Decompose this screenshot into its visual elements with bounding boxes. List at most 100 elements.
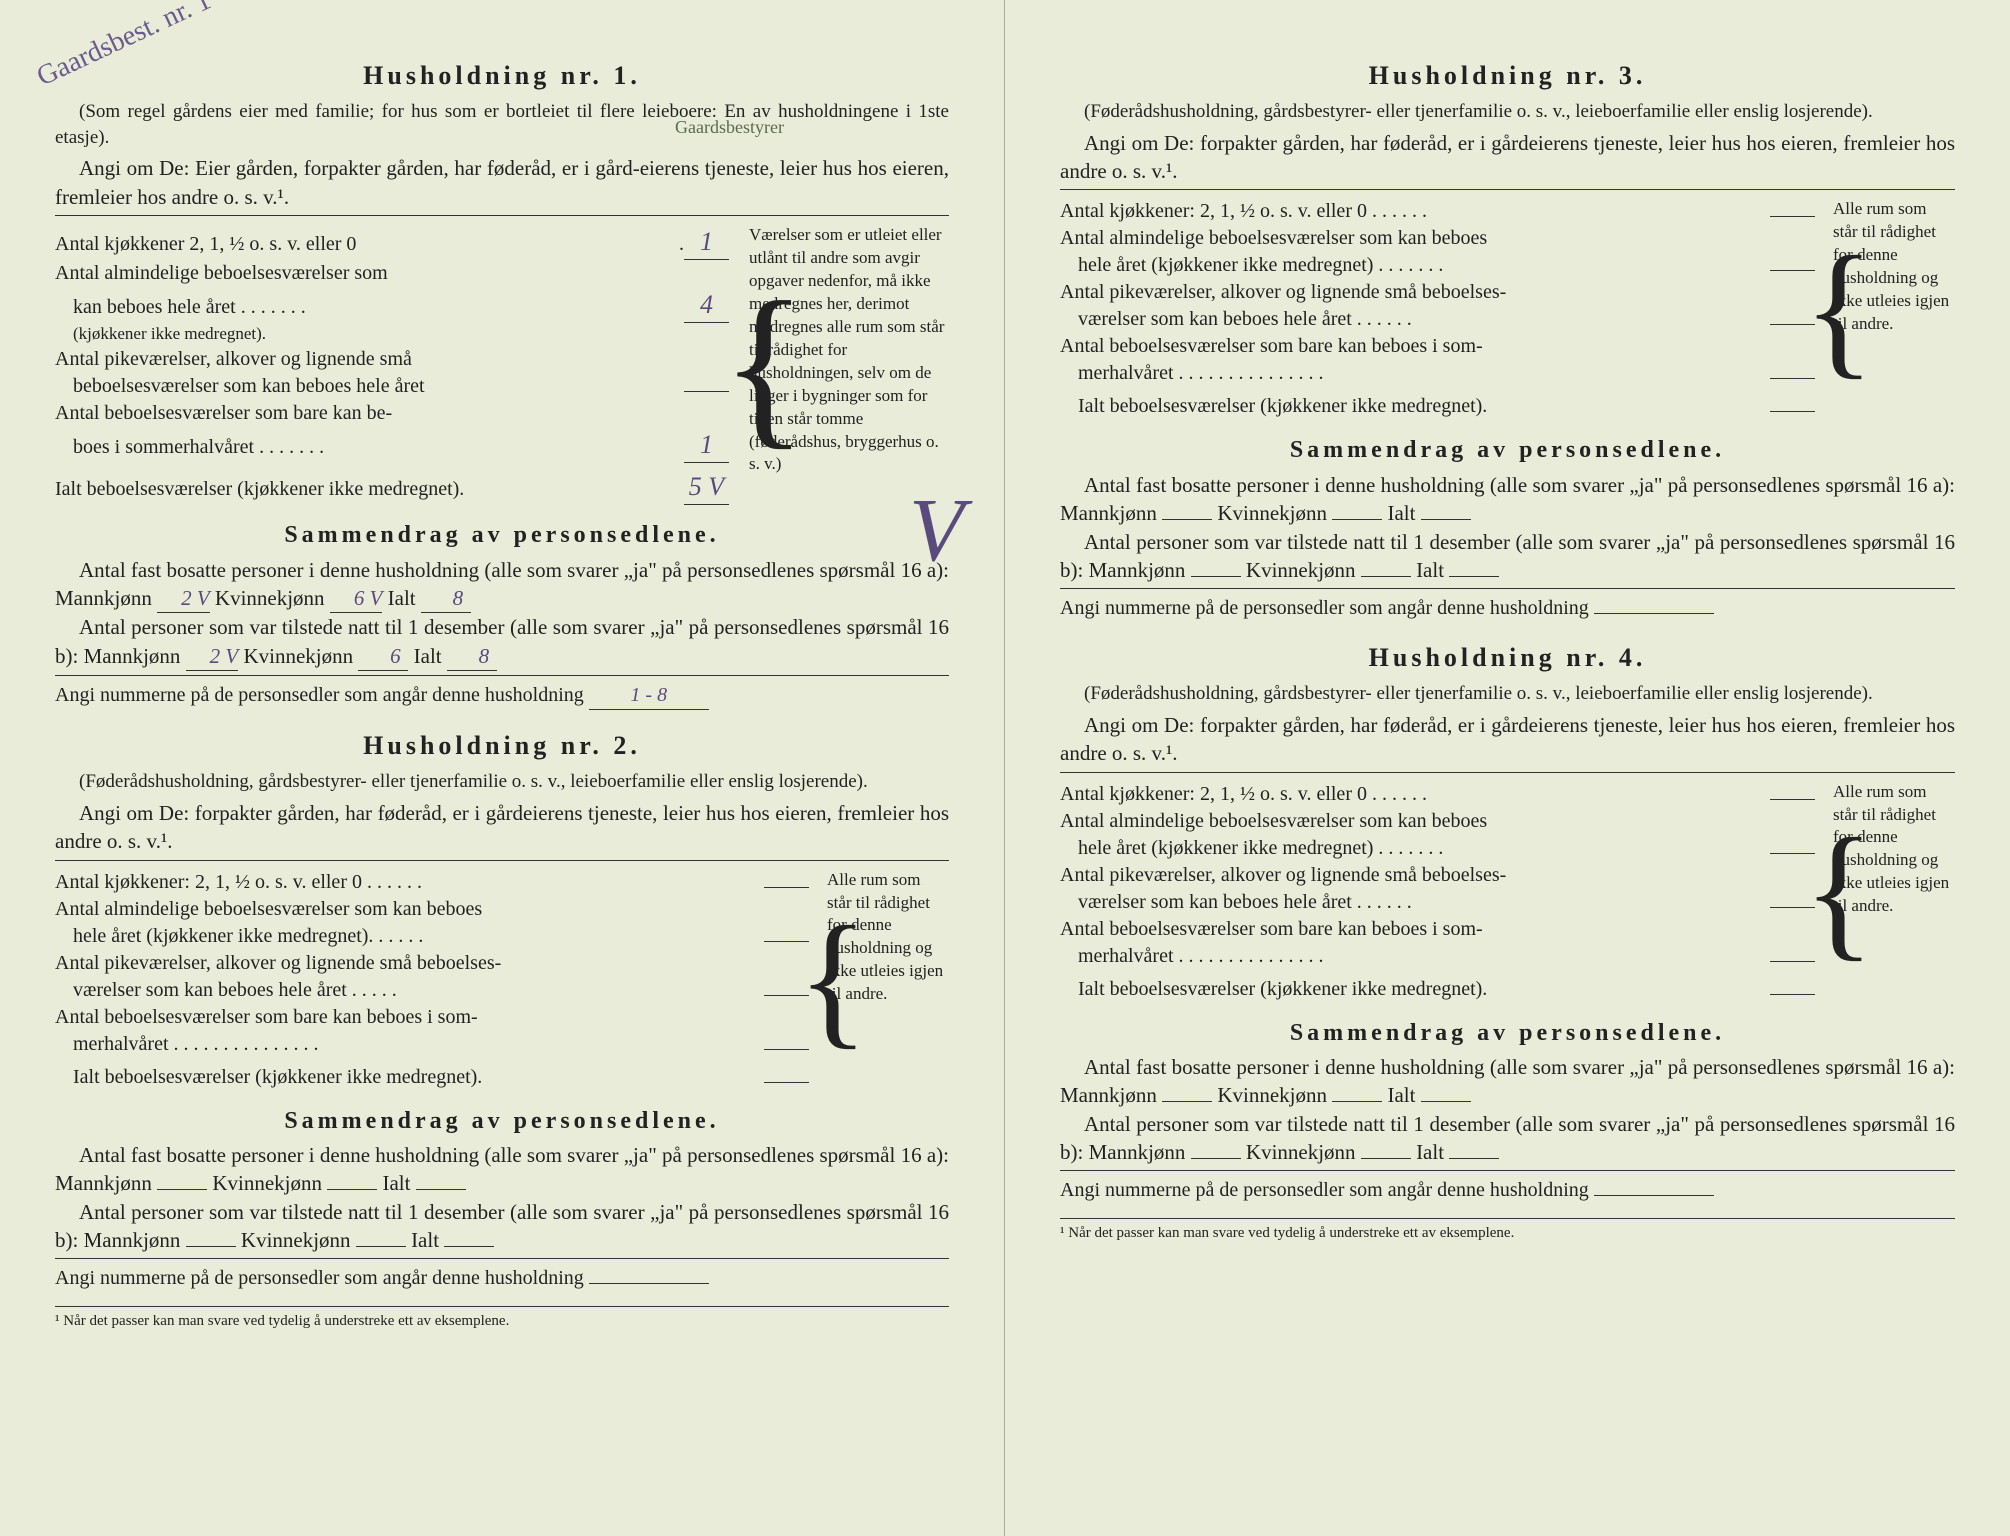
h1-ialt-label: Ialt beboelsesværelser (kjøkkener ikke m…: [55, 476, 684, 503]
h2-sommer-label2: merhalvåret: [73, 1033, 169, 1055]
h3-mann-a: [1162, 519, 1212, 520]
h1-ialt-label-a: Ialt: [388, 586, 416, 610]
h4-summary-line1: Antal fast bosatte personer i denne hush…: [1060, 1053, 1955, 1110]
h1-title: Husholdning nr. 1.: [55, 58, 949, 93]
h1-sommer-label2: boes i sommerhalvåret: [73, 436, 254, 458]
h2-angi-val: [589, 1283, 709, 1284]
h3-kvinne-b: [1361, 576, 1411, 577]
h2-kvinne-label: Kvinnekjønn: [212, 1171, 322, 1195]
h4-pike-label1: Antal pikeværelser, alkover og lignende …: [1060, 862, 1815, 889]
h1-ialt-a: 8: [421, 584, 471, 613]
h3-mann-b: [1191, 576, 1241, 577]
brace-icon: {: [1803, 781, 1817, 1003]
h1-summary-line2: Antal personer som var tilstede natt til…: [55, 613, 949, 671]
h2-rooms: Antal kjøkkener: 2, 1, ½ o. s. v. eller …: [55, 869, 949, 1091]
h3-alm-label2: hele året (kjøkkener ikke medregnet): [1078, 254, 1373, 276]
divider: [1060, 1170, 1955, 1171]
h1-ialt-b: 8: [447, 642, 497, 671]
h4-kvinne-label: Kvinnekjønn: [1217, 1083, 1327, 1107]
h3-rooms: Antal kjøkkener: 2, 1, ½ o. s. v. eller …: [1060, 198, 1955, 420]
h2-ialt-label: Ialt beboelsesværelser (kjøkkener ikke m…: [55, 1064, 764, 1091]
h4-angi-val: [1594, 1195, 1714, 1196]
h1-pike-label2: beboelsesværelser som kan beboes hele år…: [55, 373, 684, 400]
h1-summary-line1: Antal fast bosatte personer i denne hush…: [55, 556, 949, 614]
h4-pike-label2: værelser som kan beboes hele året: [1078, 891, 1352, 913]
h3-rooms-right: { Alle rum som står til rådighet for den…: [1815, 198, 1955, 420]
h3-ialt-b: [1449, 576, 1499, 577]
h4-title: Husholdning nr. 4.: [1060, 640, 1955, 675]
h2-mann-a: [157, 1189, 207, 1190]
h2-summary-title: Sammendrag av personsedlene.: [55, 1105, 949, 1137]
brace-icon: {: [1803, 198, 1817, 420]
h4-kvinne-label-b: Kvinnekjønn: [1246, 1140, 1356, 1164]
h3-ialt-label: Ialt beboelsesværelser (kjøkkener ikke m…: [1060, 393, 1770, 420]
h3-summary-title: Sammendrag av personsedlene.: [1060, 434, 1955, 466]
h2-angi-nums: Angi nummerne på de personsedler som ang…: [55, 1265, 949, 1292]
h3-angi-nums: Angi nummerne på de personsedler som ang…: [1060, 595, 1955, 622]
h2-sum-text1: Antal fast bosatte personer i denne hush…: [55, 1143, 949, 1195]
h1-kvinne-b: 6: [358, 642, 408, 671]
h4-ialt-label: Ialt beboelsesværelser (kjøkkener ikke m…: [1060, 976, 1770, 1003]
h4-angi-label: Angi nummerne på de personsedler som ang…: [1060, 1179, 1589, 1201]
h1-kvinne-label: Kvinnekjønn: [215, 586, 325, 610]
h4-summary-line2: Antal personer som var tilstede natt til…: [1060, 1110, 1955, 1167]
h3-summary-line2: Antal personer som var tilstede natt til…: [1060, 528, 1955, 585]
h3-kjokken-label: Antal kjøkkener: 2, 1, ½ o. s. v. eller …: [1060, 200, 1367, 222]
h1-alm-label2: kan beboes hele året: [73, 296, 236, 318]
h1-rooms: Antal kjøkkener 2, 1, ½ o. s. v. eller 0…: [55, 224, 949, 505]
h3-summary-line1: Antal fast bosatte personer i denne hush…: [1060, 471, 1955, 528]
h2-ialt-label-b: Ialt: [411, 1228, 439, 1252]
h3-angi-val: [1594, 613, 1714, 614]
h1-sommer-label1: Antal beboelsesværelser som bare kan be-: [55, 400, 729, 427]
h4-mann-b: [1191, 1158, 1241, 1159]
h2-pike-label1: Antal pikeværelser, alkover og lignende …: [55, 950, 809, 977]
h4-ialt-a: [1421, 1101, 1471, 1102]
h2-angi: Angi om De: forpakter gården, har føderå…: [55, 799, 949, 856]
h3-kvinne-label: Kvinnekjønn: [1217, 501, 1327, 525]
h3-ialt-label-a: Ialt: [1387, 501, 1415, 525]
h1-intro: (Som regel gårdens eier med familie; for…: [55, 99, 949, 150]
h4-sum-text1: Antal fast bosatte personer i denne hush…: [1060, 1055, 1955, 1107]
h4-sommer-label1: Antal beboelsesværelser som bare kan beb…: [1060, 916, 1815, 943]
footnote-right: ¹ Når det passer kan man svare ved tydel…: [1060, 1218, 1955, 1243]
h1-rooms-left: Antal kjøkkener 2, 1, ½ o. s. v. eller 0…: [55, 224, 729, 505]
h2-kvinne-label-b: Kvinnekjønn: [241, 1228, 351, 1252]
h2-ialt-b: [444, 1246, 494, 1247]
h4-mann-a: [1162, 1101, 1212, 1102]
h3-ialt-label-b: Ialt: [1416, 558, 1444, 582]
h3-ialt-a: [1421, 519, 1471, 520]
h3-sommer-label2: merhalvåret: [1078, 362, 1174, 384]
h1-kjokken-label: Antal kjøkkener 2, 1, ½ o. s. v. eller 0: [55, 231, 679, 258]
h4-ialt-label-b: Ialt: [1416, 1140, 1444, 1164]
h2-sommer-label1: Antal beboelsesværelser som bare kan beb…: [55, 1004, 809, 1031]
h2-ialt-a: [416, 1189, 466, 1190]
h3-kvinne-a: [1332, 519, 1382, 520]
h4-rooms-left: Antal kjøkkener: 2, 1, ½ o. s. v. eller …: [1060, 781, 1815, 1003]
h1-angi: Angi om De: Eier gården, forpakter gårde…: [55, 154, 949, 211]
handwritten-checkmark: V: [909, 470, 964, 592]
h3-kvinne-label-b: Kvinnekjønn: [1246, 558, 1356, 582]
h1-kvinne-a: 6 V: [330, 584, 383, 613]
h1-mann-b: 2 V: [186, 642, 239, 671]
h2-title: Husholdning nr. 2.: [55, 728, 949, 763]
h3-alm-label1: Antal almindelige beboelsesværelser som …: [1060, 225, 1815, 252]
h3-pike-label1: Antal pikeværelser, alkover og lignende …: [1060, 279, 1815, 306]
h4-angi-nums: Angi nummerne på de personsedler som ang…: [1060, 1177, 1955, 1204]
h3-title: Husholdning nr. 3.: [1060, 58, 1955, 93]
h2-ialt-label-a: Ialt: [382, 1171, 410, 1195]
h4-alm-label1: Antal almindelige beboelsesværelser som …: [1060, 808, 1815, 835]
h2-intro: (Føderådshusholdning, gårdsbestyrer- ell…: [55, 769, 949, 795]
h3-angi-label: Angi nummerne på de personsedler som ang…: [1060, 597, 1589, 619]
h2-alm-label2: hele året (kjøkkener ikke medregnet).: [73, 925, 373, 947]
h2-summary-line1: Antal fast bosatte personer i denne hush…: [55, 1141, 949, 1198]
h4-sum-text2: Antal personer som var tilstede natt til…: [1060, 1112, 1955, 1164]
right-page: Husholdning nr. 3. (Føderådshusholdning,…: [1005, 0, 2010, 1536]
footnote-left: ¹ Når det passer kan man svare ved tydel…: [55, 1306, 949, 1331]
h1-angi-label: Angi nummerne på de personsedler som ang…: [55, 684, 584, 706]
h2-rooms-left: Antal kjøkkener: 2, 1, ½ o. s. v. eller …: [55, 869, 809, 1091]
h2-kjokken-label: Antal kjøkkener: 2, 1, ½ o. s. v. eller …: [55, 871, 362, 893]
h1-rooms-right: { Værelser som er utleiet eller utlånt t…: [729, 224, 949, 505]
divider: [1060, 588, 1955, 589]
h4-rooms: Antal kjøkkener: 2, 1, ½ o. s. v. eller …: [1060, 781, 1955, 1003]
divider: [55, 675, 949, 676]
